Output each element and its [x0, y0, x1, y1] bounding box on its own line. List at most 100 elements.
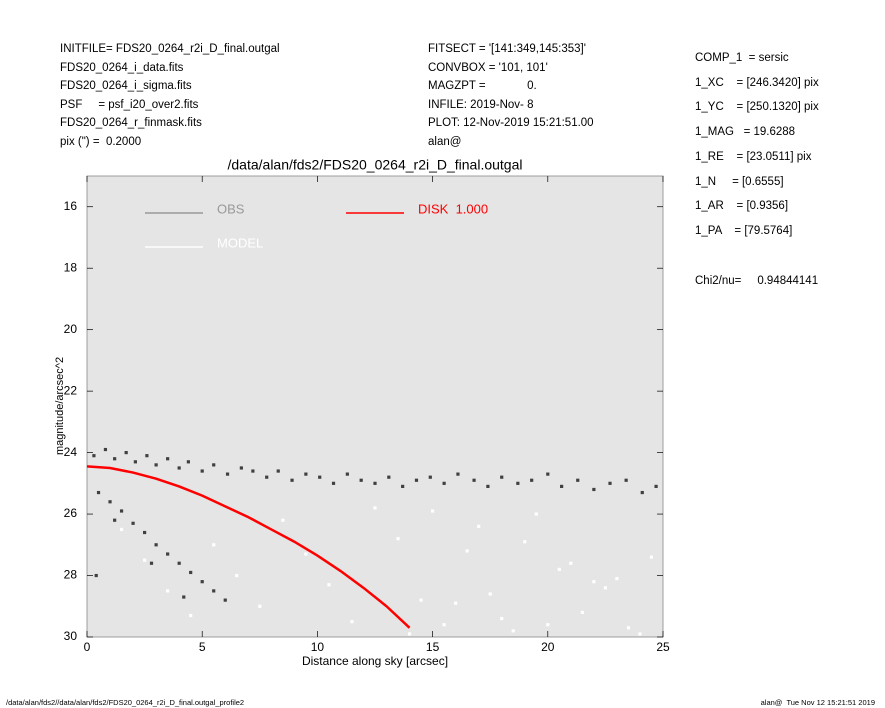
- data-point: [557, 567, 561, 571]
- data-point: [456, 472, 460, 476]
- x-tick-label: 5: [199, 640, 206, 654]
- data-point: [387, 475, 391, 479]
- header-middle-line: INFILE: 2019-Nov- 8: [428, 98, 534, 111]
- data-point: [431, 509, 435, 513]
- data-point: [500, 616, 504, 621]
- x-tick-label: 10: [311, 640, 325, 654]
- header-middle-line: PLOT: 12-Nov-2019 15:21:51.00: [428, 117, 594, 129]
- data-point: [488, 592, 492, 596]
- fit-parameter: 1_RE = [23.0511] pix: [695, 150, 812, 163]
- data-point: [186, 460, 190, 464]
- data-point: [290, 478, 294, 482]
- plot-area: [86, 175, 664, 638]
- fit-parameter: 1_XC = [246.3420] pix: [695, 76, 819, 89]
- data-point: [251, 469, 255, 473]
- data-point: [442, 481, 446, 485]
- y-axis-label: magnitude/arcsec^2: [54, 357, 66, 455]
- data-point: [108, 500, 112, 504]
- header-left-line: INITFILE= FDS20_0264_r2i_D_final.outgal: [60, 43, 280, 55]
- y-tick-label: 18: [64, 260, 78, 274]
- x-tick-label: 0: [84, 640, 91, 654]
- fit-parameter: 1_N = [0.6555]: [695, 175, 784, 188]
- data-point: [154, 543, 158, 547]
- data-point: [560, 484, 564, 489]
- data-point: [654, 484, 658, 489]
- data-point: [345, 472, 349, 476]
- y-tick-label: 20: [64, 322, 78, 336]
- data-point: [166, 589, 170, 593]
- model-line: [87, 465, 411, 629]
- x-tick-label: 15: [426, 640, 440, 654]
- data-point: [592, 487, 596, 492]
- data-point: [477, 524, 481, 528]
- data-point: [401, 484, 405, 489]
- data-point: [454, 601, 458, 605]
- data-point: [225, 472, 230, 476]
- legend-label: DISK 1.000: [418, 201, 488, 216]
- data-point: [304, 552, 308, 556]
- x-tick-label: 20: [541, 640, 555, 654]
- data-point: [327, 583, 331, 587]
- data-point: [534, 512, 538, 516]
- data-point: [265, 475, 269, 479]
- header-middle-line: FITSECT = '[141:349,145:353]': [428, 43, 586, 55]
- data-point: [131, 521, 135, 525]
- data-point: [235, 573, 239, 578]
- data-point: [523, 540, 527, 544]
- data-point: [465, 549, 469, 553]
- data-point: [500, 475, 504, 479]
- header-middle-line: MAGZPT = 0.: [428, 80, 537, 92]
- header-left-line: FDS20_0264_r_finmask.fits: [60, 117, 202, 129]
- data-point: [472, 478, 476, 482]
- data-point: [113, 518, 117, 522]
- header-middle-line: alan@: [428, 135, 462, 148]
- y-tick-label: 16: [64, 199, 78, 213]
- data-point: [530, 478, 534, 482]
- header-left-line: pix (") = 0.2000: [60, 135, 142, 148]
- fit-parameter: 1_AR = [0.9356]: [695, 200, 789, 213]
- data-point: [189, 570, 193, 575]
- data-point: [511, 629, 515, 633]
- fit-parameter: 1_YC = [250.1320] pix: [695, 101, 819, 114]
- fit-parameter: 1_MAG = 19.6288: [695, 126, 796, 139]
- data-point: [96, 490, 101, 495]
- data-point: [304, 472, 308, 476]
- data-point: [133, 460, 137, 464]
- data-point: [626, 626, 631, 630]
- data-point: [119, 527, 124, 532]
- data-point: [576, 478, 580, 482]
- data-point: [92, 454, 96, 458]
- y-tick-label: 28: [64, 568, 78, 582]
- x-axis-label: Distance along sky [arcsec]: [302, 654, 448, 668]
- data-point: [373, 506, 377, 510]
- data-point: [154, 463, 158, 467]
- data-point: [373, 481, 377, 485]
- header-left-line: FDS20_0264_i_data.fits: [60, 61, 184, 74]
- data-point: [223, 598, 227, 602]
- data-point: [177, 561, 181, 565]
- data-point: [281, 518, 285, 522]
- data-point: [143, 530, 147, 535]
- chart-title: /data/alan/fds2/FDS20_0264_r2i_D_final.o…: [228, 157, 523, 173]
- data-point: [428, 475, 432, 479]
- header-left-line: PSF = psf_i20_over2.fits: [60, 98, 199, 111]
- data-point: [166, 552, 170, 556]
- data-point: [177, 466, 181, 470]
- legend-label: OBS: [217, 201, 245, 216]
- data-point: [212, 463, 216, 467]
- y-tick-label: 26: [64, 506, 78, 520]
- data-point: [608, 481, 612, 485]
- data-point: [516, 481, 520, 485]
- x-tick-label: 25: [656, 640, 670, 654]
- data-point: [569, 561, 573, 565]
- data-point: [603, 586, 607, 590]
- data-point: [350, 620, 354, 624]
- footer-stamp: alan@ Tue Nov 12 15:21:51 2019: [760, 698, 875, 707]
- data-point: [200, 580, 204, 584]
- data-point: [145, 454, 149, 458]
- header-left-line: FDS20_0264_i_sigma.fits: [60, 80, 192, 92]
- data-point: [592, 580, 596, 584]
- data-point: [331, 481, 336, 485]
- data-point: [486, 484, 490, 489]
